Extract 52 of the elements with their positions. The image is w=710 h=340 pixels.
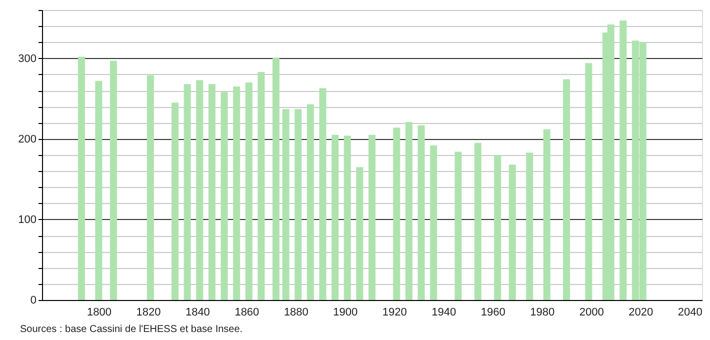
- bar: [245, 82, 252, 300]
- bar: [294, 109, 302, 300]
- bar: [208, 84, 216, 300]
- bar: [184, 84, 191, 300]
- bar: [405, 122, 412, 300]
- x-tick-label: 1980: [530, 306, 555, 318]
- y-tick-label: 300: [18, 52, 36, 65]
- bar: [508, 164, 516, 300]
- bar: [78, 56, 85, 300]
- bar: [430, 145, 438, 300]
- source-note: Sources : base Cassini de l'EHESS et base Insee.: [20, 324, 243, 335]
- y-tick-label: 200: [18, 133, 36, 146]
- bar: [494, 155, 502, 300]
- bar: [585, 63, 592, 300]
- bar: [196, 80, 204, 300]
- x-tick-label: 1860: [234, 306, 260, 318]
- x-tick-label: 1880: [284, 306, 308, 318]
- x-tick-label: 1960: [480, 306, 506, 318]
- x-tick-label: 1800: [86, 306, 112, 318]
- x-tick-label: 1840: [185, 306, 210, 318]
- bar: [233, 86, 240, 300]
- bar: [172, 102, 179, 300]
- x-tick-label: 1900: [333, 306, 358, 318]
- bar: [543, 129, 550, 300]
- bar: [306, 104, 314, 300]
- y-tick-label: 100: [18, 214, 36, 226]
- x-tick-label: 2040: [678, 306, 702, 318]
- bar: [319, 88, 326, 300]
- bar: [454, 152, 462, 300]
- y-tick-label: 0: [30, 294, 36, 306]
- bar: [258, 72, 265, 300]
- bar: [95, 80, 102, 300]
- x-tick-label: 2000: [579, 306, 604, 318]
- bar: [368, 134, 376, 300]
- bar: [332, 134, 339, 300]
- bar: [220, 92, 228, 300]
- bar: [282, 109, 290, 300]
- x-tick-label: 1820: [136, 306, 161, 318]
- x-tick-label: 2020: [628, 306, 654, 318]
- bar: [474, 142, 482, 300]
- bar: [563, 79, 570, 300]
- x-tick-label: 1920: [382, 306, 407, 318]
- bar: [418, 125, 425, 300]
- bar: [272, 58, 280, 300]
- bar: [620, 20, 627, 300]
- bar: [393, 128, 400, 300]
- x-tick-label: 1940: [432, 306, 456, 318]
- bar: [344, 136, 351, 300]
- bar: [356, 167, 364, 300]
- bar: [146, 75, 154, 300]
- bar: [526, 152, 534, 300]
- bar: [110, 60, 117, 300]
